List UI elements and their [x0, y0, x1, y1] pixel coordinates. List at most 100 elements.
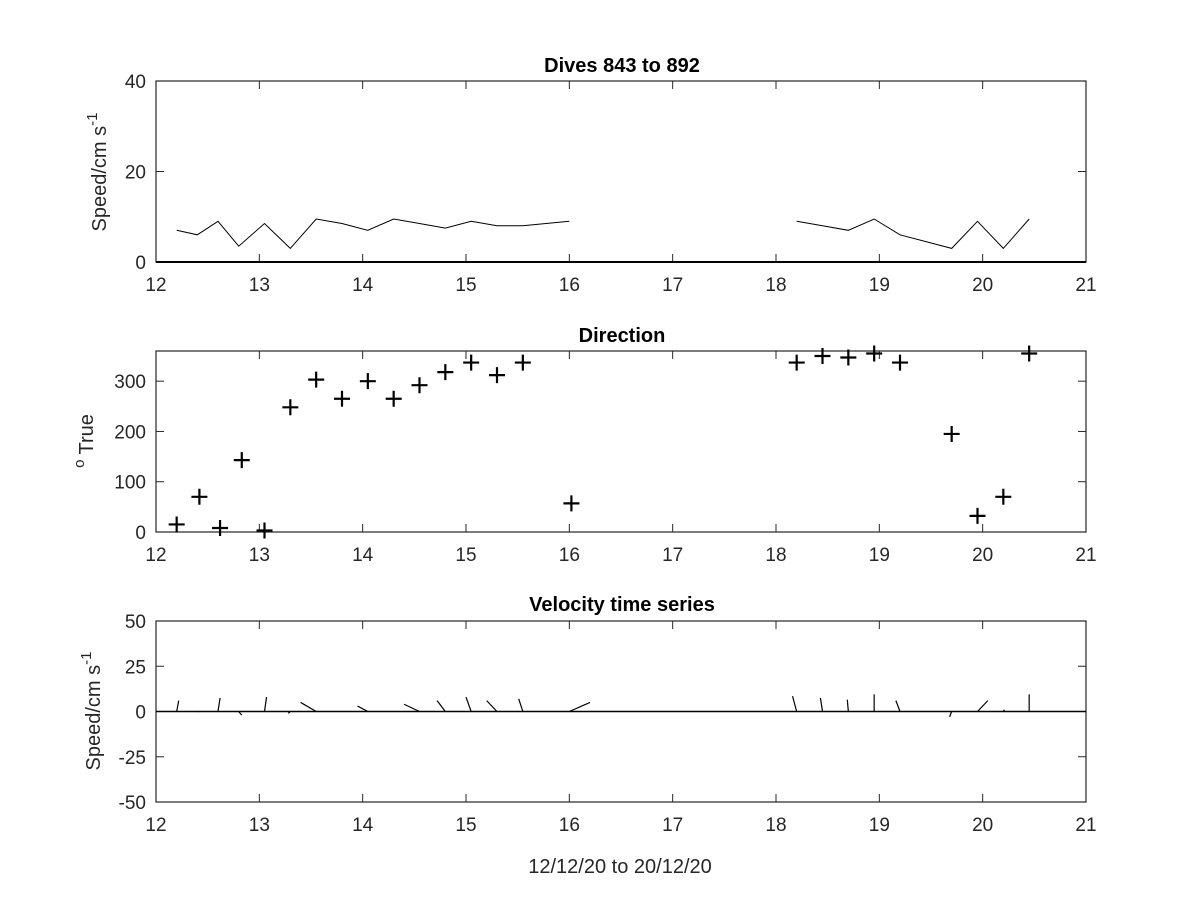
- velocity-velocity-stick: [819, 697, 824, 712]
- velocity-xtick-label: 14: [352, 815, 374, 836]
- velocity-ytick-label: -50: [119, 793, 146, 814]
- speed-xtick-label: 16: [559, 275, 580, 296]
- speed-series-line-segment-1: [176, 218, 570, 250]
- direction-ytick-label: 200: [114, 422, 146, 443]
- velocity-velocity-stick: [895, 700, 901, 712]
- direction-plus-marker: [995, 488, 1012, 505]
- direction-plot-frame: [155, 350, 1087, 533]
- velocity-ytick-label: -25: [119, 748, 146, 769]
- speed-ytick-label: 40: [125, 72, 146, 93]
- velocity-xtick-label: 16: [559, 815, 580, 836]
- velocity-ytick-label: 25: [125, 657, 146, 678]
- velocity-ytick-label: 0: [135, 703, 146, 724]
- direction-xtick-label: 17: [662, 545, 683, 566]
- direction-plus-marker: [840, 349, 857, 366]
- direction-plus-marker: [892, 354, 908, 371]
- direction-ytick-label: 300: [114, 372, 146, 393]
- speed-panel: Dives 843 to 892 Speed/cm s-1 12 13 14 15 16…: [84, 55, 1097, 296]
- velocity-velocity-stick: [217, 697, 221, 712]
- direction-xtick-label: 20: [972, 545, 993, 566]
- direction-plus-marker: [814, 348, 831, 365]
- speed-xtick-label: 14: [352, 275, 374, 296]
- direction-plus-marker: [168, 516, 185, 533]
- velocity-velocity-stick: [791, 695, 798, 712]
- direction-plus-marker: [212, 519, 229, 536]
- velocity-panel: Velocity time series Speed/cm s-1 12/12/…: [78, 594, 1097, 878]
- direction-plus-marker: [191, 488, 208, 505]
- direction-plus-marker: [463, 354, 480, 371]
- velocity-velocity-stick: [176, 700, 180, 712]
- direction-plus-marker: [437, 364, 454, 381]
- velocity-velocity-stick: [403, 703, 420, 713]
- direction-xtick-label: 16: [559, 545, 580, 566]
- direction-xtick-label: 12: [145, 545, 166, 566]
- speed-xtick-label: 18: [765, 275, 786, 296]
- direction-plus-marker: [256, 522, 273, 539]
- speed-xtick-label: 15: [455, 275, 476, 296]
- direction-xtick-label: 19: [869, 545, 890, 566]
- velocity-velocity-stick: [300, 701, 317, 713]
- velocity-panel-ylabel: Speed/cm s-1: [78, 652, 105, 771]
- direction-xtick-label: 21: [1075, 545, 1096, 566]
- direction-plus-marker: [489, 367, 505, 384]
- speed-series-line-segment-2: [796, 218, 1030, 250]
- direction-plus-marker: [514, 354, 531, 371]
- direction-panel-ylabel: oTrue: [71, 414, 98, 468]
- speed-xtick-label: 12: [145, 275, 166, 296]
- direction-plus-marker: [385, 390, 402, 407]
- speed-plot-frame: [155, 80, 1087, 263]
- velocity-panel-xlabel: 12/12/20 to 20/12/20: [528, 856, 712, 878]
- velocity-xtick-label: 17: [662, 815, 683, 836]
- direction-plus-marker: [359, 373, 376, 390]
- direction-xtick-label: 18: [765, 545, 786, 566]
- direction-plus-marker: [411, 377, 428, 394]
- speed-xtick-label: 20: [972, 275, 993, 296]
- velocity-xtick-label: 13: [249, 815, 270, 836]
- velocity-xtick-label: 18: [765, 815, 786, 836]
- direction-plus-marker: [308, 371, 325, 388]
- direction-plus-marker: [788, 354, 805, 371]
- direction-ytick-label: 100: [114, 473, 146, 494]
- velocity-xtick-label: 20: [972, 815, 993, 836]
- direction-plus-marker: [943, 425, 960, 442]
- velocity-ytick-label: 50: [125, 612, 146, 633]
- velocity-velocity-stick: [238, 711, 243, 716]
- velocity-velocity-stick: [846, 699, 849, 712]
- velocity-velocity-stick: [436, 700, 446, 712]
- direction-plus-marker: [282, 399, 299, 416]
- velocity-velocity-stick: [287, 711, 291, 714]
- velocity-xtick-label: 21: [1075, 815, 1096, 836]
- velocity-velocity-stick: [357, 705, 369, 713]
- velocity-velocity-stick: [465, 696, 472, 712]
- velocity-velocity-stick: [263, 696, 268, 712]
- direction-plus-marker: [563, 495, 580, 512]
- direction-panel-title: Direction: [579, 325, 666, 347]
- velocity-velocity-stick: [486, 700, 498, 712]
- speed-panel-ylabel: Speed/cm s-1: [84, 113, 111, 232]
- direction-plus-marker: [1021, 345, 1038, 362]
- speed-xtick-label: 19: [869, 275, 890, 296]
- direction-xtick-label: 15: [455, 545, 476, 566]
- direction-xtick-label: 13: [249, 545, 270, 566]
- speed-xtick-label: 17: [662, 275, 683, 296]
- velocity-velocity-stick: [518, 698, 524, 712]
- speed-panel-title: Dives 843 to 892: [544, 55, 700, 77]
- velocity-xtick-label: 12: [145, 815, 166, 836]
- direction-plus-marker: [866, 345, 883, 362]
- direction-plus-marker: [969, 507, 986, 524]
- speed-ytick-label: 20: [125, 163, 146, 184]
- velocity-xtick-label: 15: [455, 815, 476, 836]
- speed-xtick-label: 13: [249, 275, 270, 296]
- direction-plus-marker: [233, 452, 250, 469]
- velocity-velocity-stick: [569, 701, 591, 713]
- velocity-panel-title: Velocity time series: [529, 594, 715, 616]
- velocity-velocity-stick: [977, 700, 989, 712]
- velocity-velocity-stick: [1002, 709, 1005, 712]
- velocity-velocity-stick: [949, 711, 953, 718]
- direction-plus-marker: [334, 390, 350, 407]
- direction-ytick-label: 0: [135, 523, 146, 544]
- speed-xtick-label: 21: [1075, 275, 1096, 296]
- velocity-xtick-label: 19: [869, 815, 890, 836]
- speed-ytick-label: 0: [135, 253, 146, 274]
